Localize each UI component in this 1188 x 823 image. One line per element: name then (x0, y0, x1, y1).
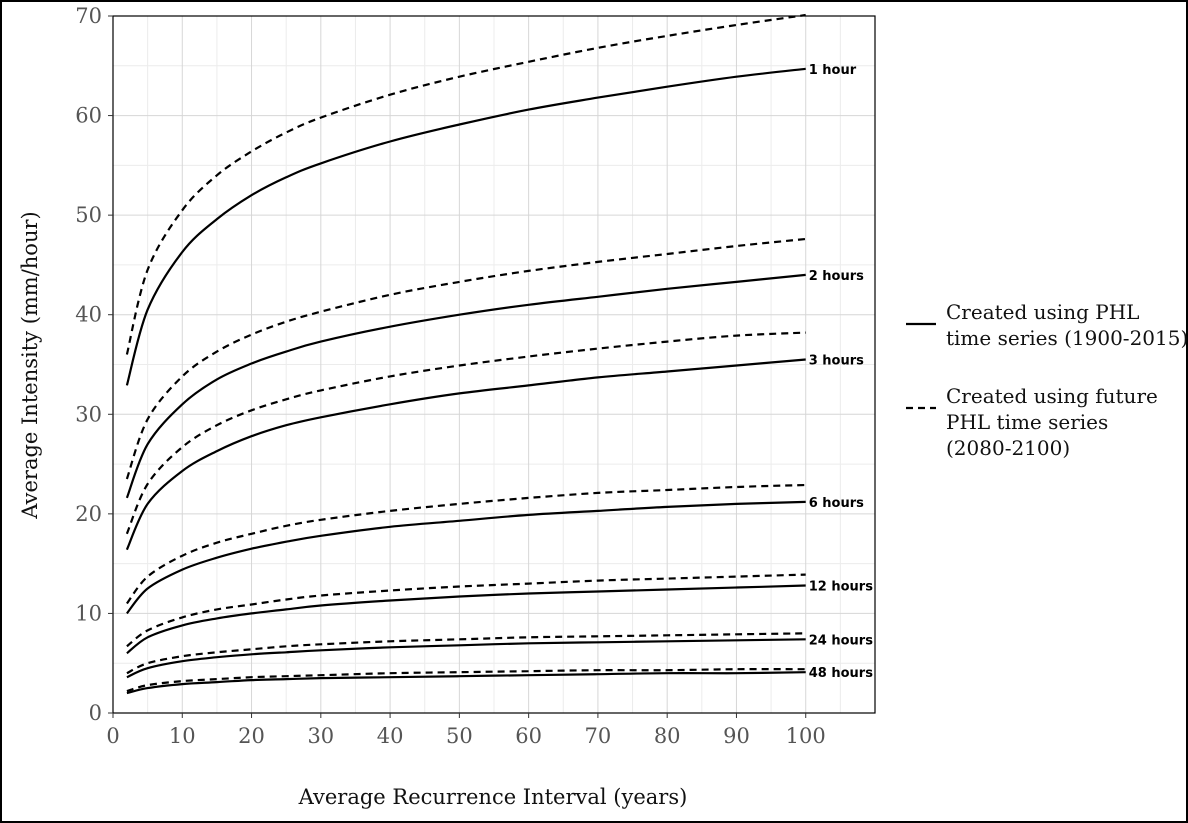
y-tick-label: 70 (75, 4, 102, 28)
series-label-6-hours: 6 hours (809, 496, 864, 511)
series-label-12-hours: 12 hours (809, 580, 873, 595)
x-axis-ticks: 0 10 20 30 40 50 60 70 80 90 100 (106, 713, 826, 748)
x-tick-label: 60 (515, 724, 542, 748)
x-tick-label: 100 (786, 724, 826, 748)
y-tick-label: 40 (75, 303, 102, 327)
series-line-3-hours-solid (125, 358, 806, 551)
series-labels: 1 hour 2 hours 3 hours 6 hours 12 hours 24 ho… (809, 63, 873, 681)
x-tick-label: 40 (377, 724, 404, 748)
y-tick-label: 30 (75, 402, 102, 426)
x-axis-title: Average Recurrence Interval (years) (298, 785, 688, 809)
x-tick-label: 90 (723, 724, 750, 748)
series-line-1-hour-dashed (125, 13, 806, 355)
series-label-48-hours: 48 hours (809, 666, 873, 681)
y-axis-ticks: 0 10 20 30 40 50 60 70 (75, 4, 113, 725)
y-tick-label: 10 (75, 601, 102, 625)
series-line-24-hours-dashed (126, 632, 806, 675)
series-line-24-hours-solid (126, 638, 806, 679)
y-tick-label: 50 (75, 203, 102, 227)
legend-label: time series (1900-2015) (946, 326, 1188, 350)
x-tick-label: 10 (169, 724, 196, 748)
y-tick-label: 20 (75, 502, 102, 526)
y-tick-label: 60 (75, 104, 102, 128)
legend-label: Created using PHL (946, 300, 1139, 324)
series-line-2-hours-dashed (125, 237, 806, 480)
series-label-3-hours: 3 hours (809, 354, 864, 369)
series-label-2-hours: 2 hours (809, 269, 864, 284)
series-line-12-hours-solid (126, 584, 806, 655)
x-tick-label: 70 (585, 724, 612, 748)
series-line-48-hours-dashed (126, 668, 806, 693)
series-line-1-hour-solid (125, 67, 806, 386)
legend-label: PHL time series (946, 410, 1108, 434)
x-tick-label: 80 (654, 724, 681, 748)
series-line-6-hours-dashed (126, 483, 806, 605)
series-line-48-hours-solid (126, 671, 806, 695)
series-label-1-hour: 1 hour (809, 63, 857, 78)
legend-label: (2080-2100) (946, 436, 1070, 460)
x-tick-label: 30 (307, 724, 334, 748)
series-line-3-hours-dashed (125, 331, 806, 535)
x-tick-label: 50 (446, 724, 473, 748)
y-tick-label: 0 (89, 701, 102, 725)
y-axis-title: Average Intensity (mm/hour) (18, 211, 42, 519)
x-tick-label: 0 (106, 724, 119, 748)
series-line-2-hours-solid (125, 273, 806, 499)
series-label-24-hours: 24 hours (809, 633, 873, 648)
series-lines (125, 13, 806, 695)
x-tick-label: 20 (238, 724, 265, 748)
series-line-6-hours-solid (126, 500, 806, 615)
plot-border (112, 15, 876, 714)
legend-label: Created using future (946, 384, 1158, 408)
